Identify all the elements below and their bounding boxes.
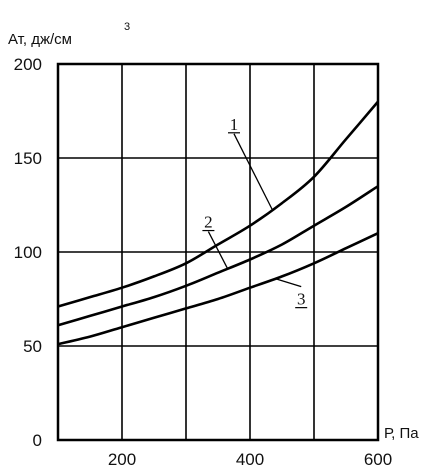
y-axis-label-superscript: 3 — [124, 21, 130, 33]
x-tick-label: 200 — [108, 450, 136, 469]
y-tick-label: 150 — [14, 149, 42, 168]
series-line-2 — [57, 185, 379, 327]
curve-label-1: 1 — [230, 115, 239, 134]
x-tick-label: 400 — [236, 450, 264, 469]
y-tick-label: 100 — [14, 243, 42, 262]
curve-label-3: 3 — [297, 290, 306, 309]
plot-frame — [56, 62, 380, 442]
y-axis-ticks: 0 50 100 150 200 — [14, 55, 42, 450]
y-tick-label: 0 — [33, 431, 42, 450]
series-group — [57, 100, 379, 346]
x-axis-ticks: 200 400 600 — [108, 450, 392, 469]
series-line-3 — [57, 232, 379, 346]
annotation-leader-2 — [207, 231, 229, 270]
grid — [58, 64, 378, 440]
y-tick-label: 50 — [23, 337, 42, 356]
y-tick-label: 200 — [14, 55, 42, 74]
x-tick-label: 600 — [364, 450, 392, 469]
y-axis-label: Ат, дж/см — [8, 31, 72, 48]
annotation-leader-3 — [275, 278, 302, 288]
annotation-leader-1 — [233, 133, 273, 211]
series-line-1 — [57, 100, 379, 308]
annotations: 1 2 3 — [202, 115, 308, 309]
x-axis-label: Р, Па — [384, 425, 419, 442]
curve-label-2: 2 — [204, 213, 213, 232]
